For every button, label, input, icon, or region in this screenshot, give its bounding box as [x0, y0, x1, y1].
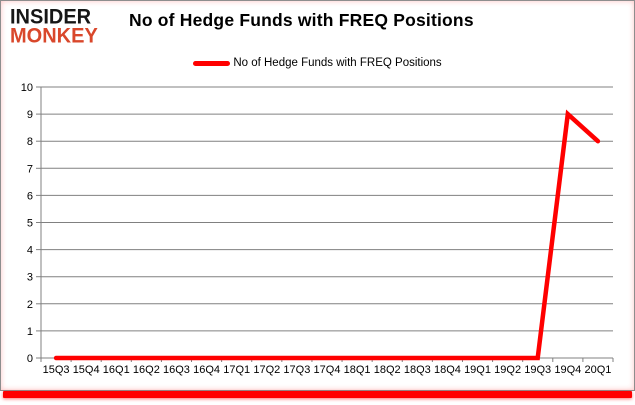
line-chart-plot: 0 1 2 3 4 5 6 7 8 9 10 15Q3 15Q4 16Q1 16Q2 16Q3 16Q4 17Q1…: [21, 82, 614, 376]
red-bottom-bar: [3, 391, 632, 398]
y-tick-label: 4: [27, 245, 33, 257]
insider-monkey-logo: INSIDER MONKEY: [10, 5, 98, 48]
x-tick-label: 16Q1: [103, 364, 130, 376]
x-tick-label: 19Q2: [494, 364, 521, 376]
x-tick-label: 17Q2: [253, 364, 280, 376]
x-tick-label: 19Q1: [464, 364, 491, 376]
y-tick-label: 10: [21, 82, 33, 94]
logo-text-insider: INSIDER: [10, 5, 92, 29]
x-tick-label: 19Q4: [554, 364, 581, 376]
y-tick-label: 6: [27, 190, 33, 202]
x-tick-label: 20Q1: [584, 364, 611, 376]
x-tick-label: 17Q3: [283, 364, 310, 376]
y-tick-label: 7: [27, 163, 33, 175]
y-tick-label: 8: [27, 136, 33, 148]
chart-title: No of Hedge Funds with FREQ Positions: [129, 10, 474, 30]
y-tick-label: 5: [27, 218, 33, 230]
x-tick-label: 18Q4: [434, 364, 461, 376]
x-tick-label: 18Q1: [344, 364, 371, 376]
y-tick-label: 3: [27, 272, 33, 284]
chart-box: INSIDER MONKEY No of Hedge Funds with FR…: [0, 0, 635, 391]
x-tick-label: 16Q3: [163, 364, 190, 376]
legend-label: No of Hedge Funds with FREQ Positions: [233, 57, 442, 69]
x-tick-label: 17Q1: [223, 364, 250, 376]
x-tick-label: 16Q4: [193, 364, 220, 376]
y-tick-label: 0: [27, 353, 33, 365]
x-tick-label: 15Q3: [43, 364, 70, 376]
legend: No of Hedge Funds with FREQ Positions: [1, 55, 634, 71]
y-tick-label: 1: [27, 326, 33, 338]
x-tick-label: 18Q2: [374, 364, 401, 376]
legend-line-swatch: [193, 60, 231, 66]
logo-text-monkey: MONKEY: [10, 24, 98, 48]
y-tick-label: 2: [27, 299, 33, 311]
x-tick-label: 15Q4: [73, 364, 100, 376]
x-tick-label: 18Q3: [404, 364, 431, 376]
y-tick-label: 9: [27, 109, 33, 121]
x-tick-label: 19Q3: [524, 364, 551, 376]
series-line: [53, 109, 601, 361]
x-tick-label: 16Q2: [133, 364, 160, 376]
x-tick-label: 17Q4: [314, 364, 341, 376]
